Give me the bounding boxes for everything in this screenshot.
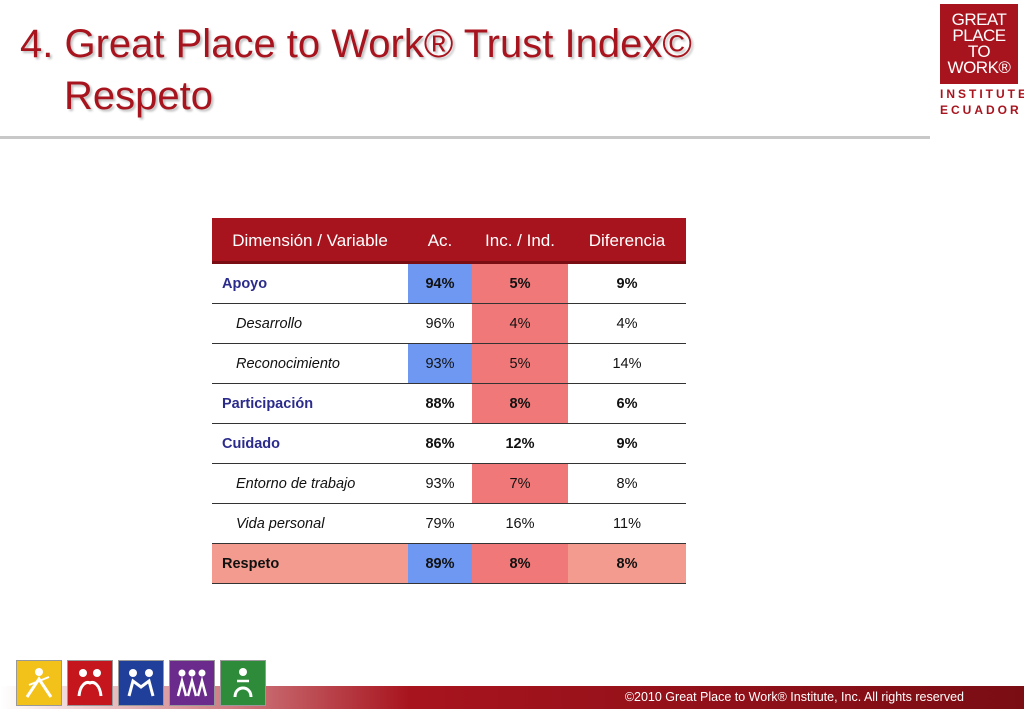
cell-inc: 16%: [472, 503, 568, 544]
cell-dif: 8%: [568, 463, 686, 504]
cell-ac: 79%: [408, 503, 472, 544]
table-row: Entorno de trabajo 93% 7% 8%: [212, 463, 686, 504]
dimension-icons: [16, 660, 266, 706]
table-header-row: Dimensión / Variable Ac. Inc. / Ind. Dif…: [212, 218, 686, 264]
cell-ac: 88%: [408, 383, 472, 424]
cell-inc: 5%: [472, 264, 568, 304]
cell-inc: 12%: [472, 423, 568, 464]
row-label: Participación: [212, 383, 408, 424]
table-row: Desarrollo 96% 4% 4%: [212, 303, 686, 344]
cell-dif: 6%: [568, 383, 686, 424]
logo-line-2: PLACE: [952, 26, 1006, 45]
cell-inc: 5%: [472, 343, 568, 384]
row-label: Vida personal: [212, 503, 408, 544]
cell-inc: 7%: [472, 463, 568, 504]
header-ac: Ac.: [408, 218, 472, 264]
table-row-total: Respeto 89% 8% 8%: [212, 543, 686, 584]
cell-ac: 93%: [408, 463, 472, 504]
cell-ac: 93%: [408, 343, 472, 384]
green-figure-icon: [220, 660, 266, 706]
table-row: Vida personal 79% 16% 11%: [212, 503, 686, 544]
copyright-text: ©2010 Great Place to Work® Institute, In…: [624, 690, 964, 704]
cell-dif: 4%: [568, 303, 686, 344]
purple-figure-icon: [169, 660, 215, 706]
gptw-logo: GREAT PLACE TO WORK®: [940, 4, 1018, 84]
title-divider: [0, 136, 930, 139]
yellow-figure-icon: [16, 660, 62, 706]
row-label: Desarrollo: [212, 303, 408, 344]
cell-inc: 4%: [472, 303, 568, 344]
slide-title-line1: 4. Great Place to Work® Trust Index©: [20, 22, 692, 66]
row-label: Reconocimiento: [212, 343, 408, 384]
header-dimension: Dimensión / Variable: [212, 218, 408, 264]
cell-ac: 96%: [408, 303, 472, 344]
cell-ac: 94%: [408, 264, 472, 304]
slide-title-line2: Respeto: [64, 74, 213, 118]
table-row: Reconocimiento 93% 5% 14%: [212, 343, 686, 384]
cell-dif: 14%: [568, 343, 686, 384]
logo-subtitle-2: ECUADOR: [940, 103, 1022, 117]
cell-dif: 9%: [568, 423, 686, 464]
cell-inc: 8%: [472, 543, 568, 584]
table-row: Cuidado 86% 12% 9%: [212, 423, 686, 464]
row-label: Apoyo: [212, 264, 408, 304]
cell-ac: 86%: [408, 423, 472, 464]
cell-inc: 8%: [472, 383, 568, 424]
row-label: Cuidado: [212, 423, 408, 464]
header-diferencia: Diferencia: [568, 218, 686, 264]
header-inc: Inc. / Ind.: [472, 218, 568, 264]
logo-subtitle-1: INSTITUTE: [940, 87, 1024, 101]
blue-figure-icon: [118, 660, 164, 706]
logo-line-3: TO: [967, 42, 991, 61]
table-row: Participación 88% 8% 6%: [212, 383, 686, 424]
cell-dif: 9%: [568, 264, 686, 304]
logo-line-1: GREAT: [951, 10, 1007, 29]
cell-dif: 8%: [568, 543, 686, 584]
row-label: Entorno de trabajo: [212, 463, 408, 504]
red-figure-icon: [67, 660, 113, 706]
row-label: Respeto: [212, 543, 408, 584]
cell-dif: 11%: [568, 503, 686, 544]
logo-line-4: WORK®: [947, 58, 1011, 77]
table-row: Apoyo 94% 5% 9%: [212, 264, 686, 304]
cell-ac: 89%: [408, 543, 472, 584]
trust-index-table: Dimensión / Variable Ac. Inc. / Ind. Dif…: [212, 218, 686, 584]
